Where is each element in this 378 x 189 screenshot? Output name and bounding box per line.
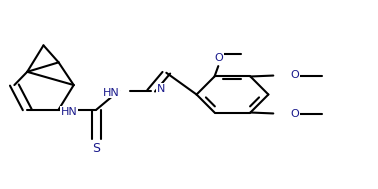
Text: O: O bbox=[215, 53, 223, 63]
Text: N: N bbox=[157, 84, 165, 94]
Text: HN: HN bbox=[103, 88, 120, 98]
Text: O: O bbox=[290, 109, 299, 119]
Text: S: S bbox=[92, 142, 101, 155]
Text: HN: HN bbox=[60, 107, 77, 116]
Text: O: O bbox=[290, 70, 299, 80]
